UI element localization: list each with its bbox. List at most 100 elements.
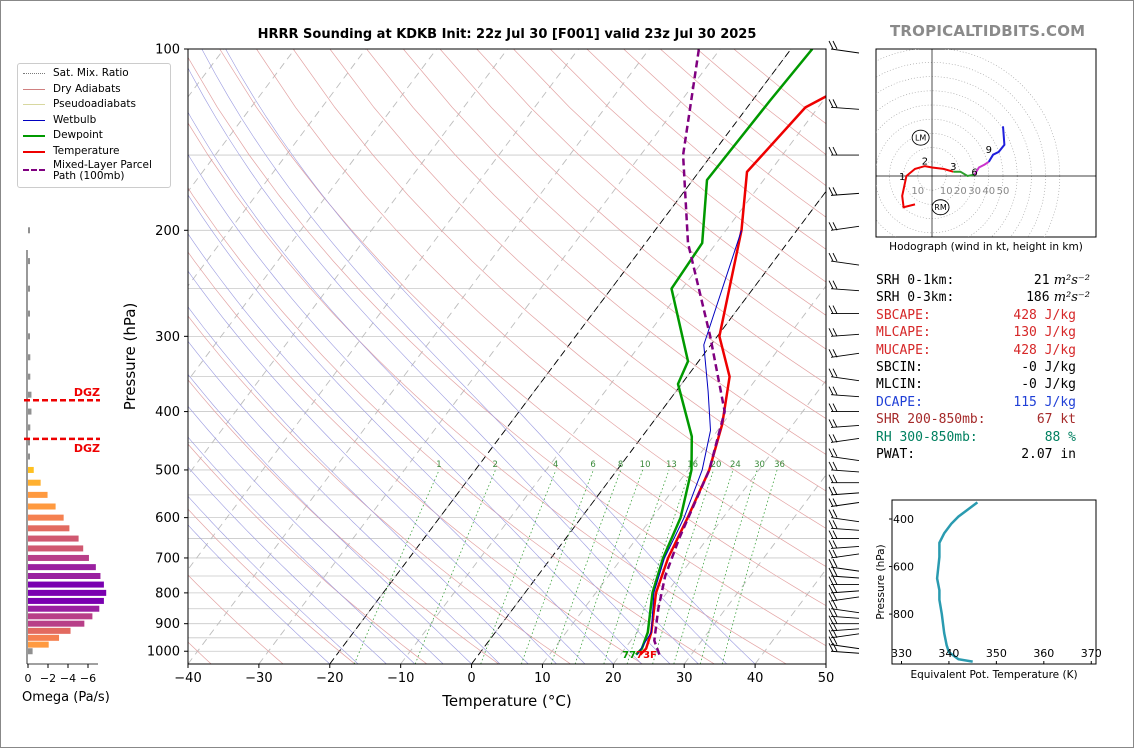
wind-barb-flag [828,622,834,632]
legend-item: Pseudoadiabats [18,98,170,112]
skew-t-plot-area: 1 2 4 6 8 10 13 16 20 24 30 36 [188,49,826,664]
x-tick-label: 50 [818,671,835,686]
stat-value: 21 m²s⁻² [876,273,1090,288]
omega-tick-label: −6 [80,672,96,685]
wind-barb [830,394,860,398]
omega-bar [28,535,79,542]
wind-barb-flag [832,615,838,624]
omega-bar [28,439,30,446]
omega-bar [28,641,49,648]
hodograph-tick-label: 30 [968,186,981,197]
stat-row: MLCIN: -0 J/kg [876,377,1086,394]
wind-barb-flag [832,99,838,108]
stat-row: PWAT: 2.07 in [876,447,1086,464]
mixing-ratio-line [603,469,670,664]
mixing-ratio-line [574,469,644,664]
storm-motion-marker [931,199,950,216]
wind-barb-flag [828,419,834,428]
legend-swatch [23,73,45,74]
wind-barb [830,644,860,650]
dry-adiabat [188,122,787,664]
theta-e-x-tick-label: 340 [938,647,959,660]
stat-row: SRH 0-1km: 21 m²s⁻² [876,273,1090,290]
wind-barb [830,608,860,614]
wind-barb [830,545,860,549]
wind-barb-flag [832,567,838,577]
omega-bar [28,620,85,627]
mixing-ratio-line [550,469,622,664]
wind-barb-flag [832,600,838,609]
omega-bar [28,581,104,588]
theta-e-line [935,501,979,663]
wind-barb [830,566,860,572]
stat-value: 428 J/kg [876,308,1076,323]
dry-adiabat [513,49,826,316]
moist-adiabat [188,373,472,664]
wind-barb-flag [832,549,838,559]
omega-bar [28,545,84,552]
wind-barb [830,225,860,231]
hodograph-segment [901,165,954,209]
moist-adiabat [188,194,614,664]
omega-bar [28,525,70,532]
wind-barb-flag [828,368,834,377]
moist-adiabat [188,524,331,664]
dry-adiabat [188,379,499,664]
stat-label: MLCAPE: [876,325,931,341]
wind-barb-flag [828,540,834,549]
wind-barb-flag [828,187,834,196]
wind-barb-flag [828,567,834,577]
dry-adiabat [256,49,826,567]
wind-barb-flag [828,99,834,108]
stat-number: 428 J/kg [1013,307,1076,323]
legend-swatch [23,169,45,171]
wind-barb-flag [828,349,834,358]
wind-barbs [828,40,860,654]
stat-row: SRH 0-3km: 186 m²s⁻² [876,290,1090,307]
stat-value: 130 J/kg [876,325,1076,340]
wind-barb [830,492,860,496]
moist-adiabat [188,405,444,664]
dewpoint-line [635,49,814,656]
omega-bar [28,466,34,473]
dry-adiabat [476,49,826,350]
theta-e-x-axis-label: Equivalent Pot. Temperature (K) [910,669,1077,681]
stat-row: SHR 200-850mb: 67 kt [876,412,1086,429]
wind-barb-flag [828,615,834,624]
legend-swatch [23,135,45,137]
dry-adiabat [439,49,826,384]
mixing-ratio-label: 20 [711,460,722,470]
legend-item: Dewpoint [18,129,170,143]
wind-barb-flag [832,530,838,539]
wind-barb-flag [828,252,834,262]
wind-barb [830,633,860,639]
wetbulb-line [636,230,742,655]
wind-barb-flag [832,474,838,483]
x-tick-label: −10 [387,671,414,686]
chart-title: HRRR Sounding at KDKB Init: 22z Jul 30 [… [257,27,757,42]
wind-barb-flag [828,636,834,645]
wind-barb-flag [832,629,838,639]
wind-barb-flag [832,486,838,496]
omega-axis-label: Omega (Pa/s) [22,690,110,705]
dry-adiabat [188,508,356,664]
wind-barb-flag [828,520,834,529]
omega-bar [28,605,100,612]
mixing-ratio-line [521,469,594,664]
y-tick-label: 1000 [147,645,180,660]
wind-barb [830,615,860,619]
stat-number: 115 J/kg [1013,394,1076,410]
omega-bar [28,648,33,655]
minus-twenty-isotherm [329,49,792,664]
stat-unit: m²s⁻² [1049,273,1090,288]
omega-bar [28,491,48,498]
omega-bar [28,589,107,596]
omega-bar [28,627,71,634]
wind-barb-flag [832,608,838,617]
wind-barb-flag [832,540,838,549]
dry-adiabat [188,56,826,647]
wind-barb-flag [828,629,834,639]
wind-barb [830,596,860,602]
